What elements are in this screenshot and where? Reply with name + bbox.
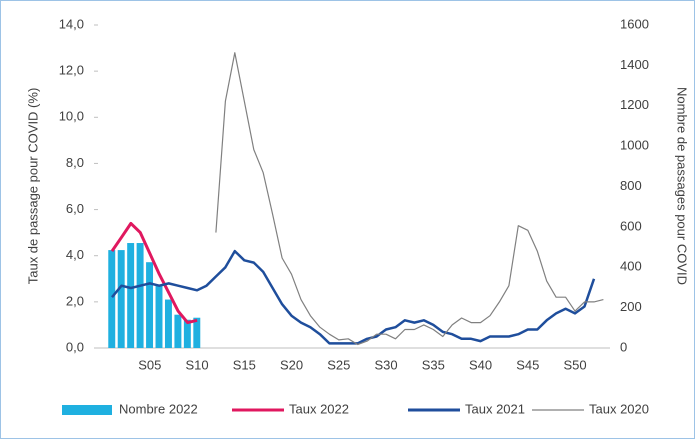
bar	[155, 285, 163, 348]
y-tick-label: 6,0	[66, 201, 84, 216]
bar	[136, 243, 144, 348]
bar	[146, 262, 154, 348]
y-tick-label: 14,0	[59, 16, 84, 31]
x-tick-label: S20	[280, 357, 303, 372]
x-tick-label: S50	[563, 357, 586, 372]
legend-label: Taux 2022	[289, 401, 349, 416]
bar	[164, 299, 172, 348]
y-tick-label: 10,0	[59, 109, 84, 124]
x-tick-label: S25	[327, 357, 350, 372]
bar	[174, 314, 182, 348]
y2-tick-label: 800	[620, 178, 642, 193]
x-tick-label: S40	[469, 357, 492, 372]
x-tick-label: S45	[516, 357, 539, 372]
y2-tick-label: 1200	[620, 97, 649, 112]
x-tick-label: S05	[138, 357, 161, 372]
y2-tick-label: 1600	[620, 16, 649, 31]
y2-tick-label: 1000	[620, 138, 649, 153]
x-tick-label: S10	[185, 357, 208, 372]
y2-tick-label: 600	[620, 218, 642, 233]
x-tick-label: S35	[422, 357, 445, 372]
y-tick-label: 8,0	[66, 155, 84, 170]
y-tick-label: 12,0	[59, 63, 84, 78]
x-tick-label: S15	[233, 357, 256, 372]
line	[110, 221, 198, 325]
line	[215, 52, 604, 346]
y2-tick-label: 200	[620, 299, 642, 314]
y-tick-label: 4,0	[66, 247, 84, 262]
y2-tick-label: 1400	[620, 57, 649, 72]
y2-axis-title: Nombre de passages pour COVID	[675, 87, 690, 285]
bar	[183, 319, 191, 348]
x-tick-label: S30	[374, 357, 397, 372]
legend-label: Taux 2021	[465, 401, 525, 416]
bar	[127, 243, 135, 348]
legend-label: Nombre 2022	[119, 401, 198, 416]
legend-label: Taux 2020	[589, 401, 649, 416]
bar	[193, 317, 201, 348]
y2-tick-label: 400	[620, 259, 642, 274]
legend-swatch	[62, 405, 112, 415]
bar	[108, 250, 116, 348]
y-tick-label: 0,0	[66, 339, 84, 354]
bar	[117, 250, 125, 348]
y-axis-title: Taux de passage pour COVID (%)	[25, 88, 40, 285]
y2-tick-label: 0	[620, 339, 627, 354]
y-tick-label: 2,0	[66, 293, 84, 308]
line	[111, 249, 596, 345]
